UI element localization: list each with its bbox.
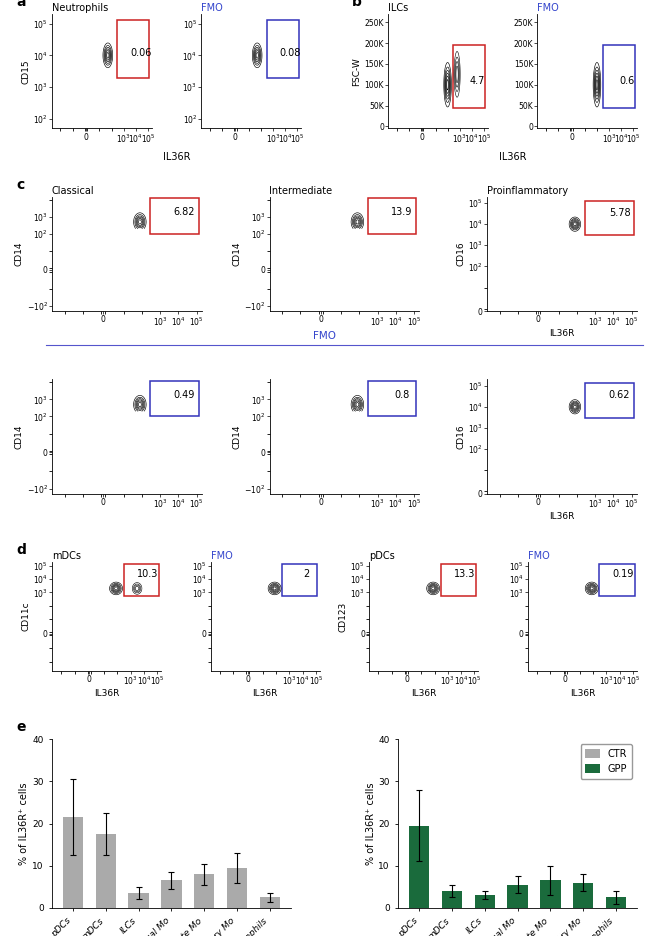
Legend: CTR, GPP: CTR, GPP	[580, 744, 632, 779]
Bar	[573, 883, 593, 908]
Bar	[508, 885, 528, 908]
Bar	[454, 45, 486, 108]
Text: FMO: FMO	[528, 551, 549, 562]
Text: 4.7: 4.7	[470, 76, 486, 85]
Text: FMO: FMO	[313, 331, 337, 342]
Text: FMO: FMO	[202, 3, 223, 13]
Text: 13.3: 13.3	[454, 569, 475, 578]
Y-axis label: % of IL36R⁺ cells: % of IL36R⁺ cells	[20, 782, 29, 865]
Bar	[603, 45, 635, 108]
Text: 0.06: 0.06	[130, 48, 151, 58]
Text: IL36R: IL36R	[162, 152, 190, 162]
Text: pDCs: pDCs	[369, 551, 395, 562]
Bar	[586, 200, 634, 235]
Bar	[606, 898, 626, 908]
Bar	[474, 895, 495, 908]
Text: 0.19: 0.19	[612, 569, 634, 578]
Bar	[194, 874, 214, 908]
Y-axis label: CD11c: CD11c	[21, 602, 30, 631]
Text: 0.6: 0.6	[619, 76, 634, 85]
Bar	[282, 564, 317, 596]
Text: 2: 2	[303, 569, 309, 578]
Bar	[124, 564, 159, 596]
Text: Intermediate: Intermediate	[270, 186, 333, 196]
X-axis label: IL36R: IL36R	[253, 689, 278, 698]
Text: IL36R: IL36R	[499, 152, 526, 162]
Text: 0.62: 0.62	[609, 390, 630, 401]
Text: mDCs: mDCs	[52, 551, 81, 562]
Bar	[599, 564, 634, 596]
Y-axis label: CD14: CD14	[15, 424, 24, 448]
Y-axis label: CD14: CD14	[15, 241, 24, 266]
Bar	[442, 891, 462, 908]
Y-axis label: CD16: CD16	[456, 424, 465, 448]
Text: a: a	[16, 0, 26, 9]
Text: 0.8: 0.8	[395, 390, 410, 400]
Bar	[151, 381, 199, 417]
Text: Neutrophils: Neutrophils	[52, 3, 109, 13]
Text: Proinflammatory: Proinflammatory	[487, 186, 568, 196]
Text: 6.82: 6.82	[174, 208, 195, 217]
Bar	[227, 868, 247, 908]
Bar	[368, 198, 416, 234]
X-axis label: IL36R: IL36R	[549, 329, 575, 338]
Text: 5.78: 5.78	[608, 208, 630, 218]
Text: 0.08: 0.08	[280, 48, 301, 58]
Bar	[118, 20, 150, 78]
Bar	[441, 564, 476, 596]
Text: b: b	[352, 0, 362, 9]
Bar	[96, 834, 116, 908]
Y-axis label: % of IL36R⁺ cells: % of IL36R⁺ cells	[365, 782, 376, 865]
Bar	[586, 383, 634, 417]
Bar	[540, 881, 560, 908]
Y-axis label: CD14: CD14	[233, 241, 242, 266]
Text: c: c	[16, 178, 25, 192]
Bar	[259, 898, 280, 908]
Text: e: e	[16, 721, 26, 735]
Bar	[63, 817, 83, 908]
Text: d: d	[16, 543, 26, 557]
Text: FMO: FMO	[538, 3, 559, 13]
X-axis label: IL36R: IL36R	[549, 512, 575, 520]
Bar	[409, 826, 430, 908]
Y-axis label: CD15: CD15	[21, 59, 30, 83]
Text: FMO: FMO	[211, 551, 232, 562]
X-axis label: IL36R: IL36R	[411, 689, 436, 698]
Y-axis label: FSC-W: FSC-W	[352, 57, 361, 85]
Text: 13.9: 13.9	[391, 208, 413, 217]
Bar	[151, 198, 199, 234]
Bar	[266, 20, 298, 78]
Text: ILCs: ILCs	[388, 3, 408, 13]
Bar	[129, 893, 149, 908]
Y-axis label: CD14: CD14	[233, 424, 242, 448]
Text: 0.49: 0.49	[174, 390, 195, 400]
Y-axis label: CD123: CD123	[338, 601, 347, 632]
X-axis label: IL36R: IL36R	[569, 689, 595, 698]
X-axis label: IL36R: IL36R	[94, 689, 120, 698]
Text: 10.3: 10.3	[136, 569, 158, 578]
Bar	[161, 881, 181, 908]
Bar	[368, 381, 416, 417]
Text: Classical: Classical	[52, 186, 95, 196]
Y-axis label: CD16: CD16	[456, 241, 465, 266]
